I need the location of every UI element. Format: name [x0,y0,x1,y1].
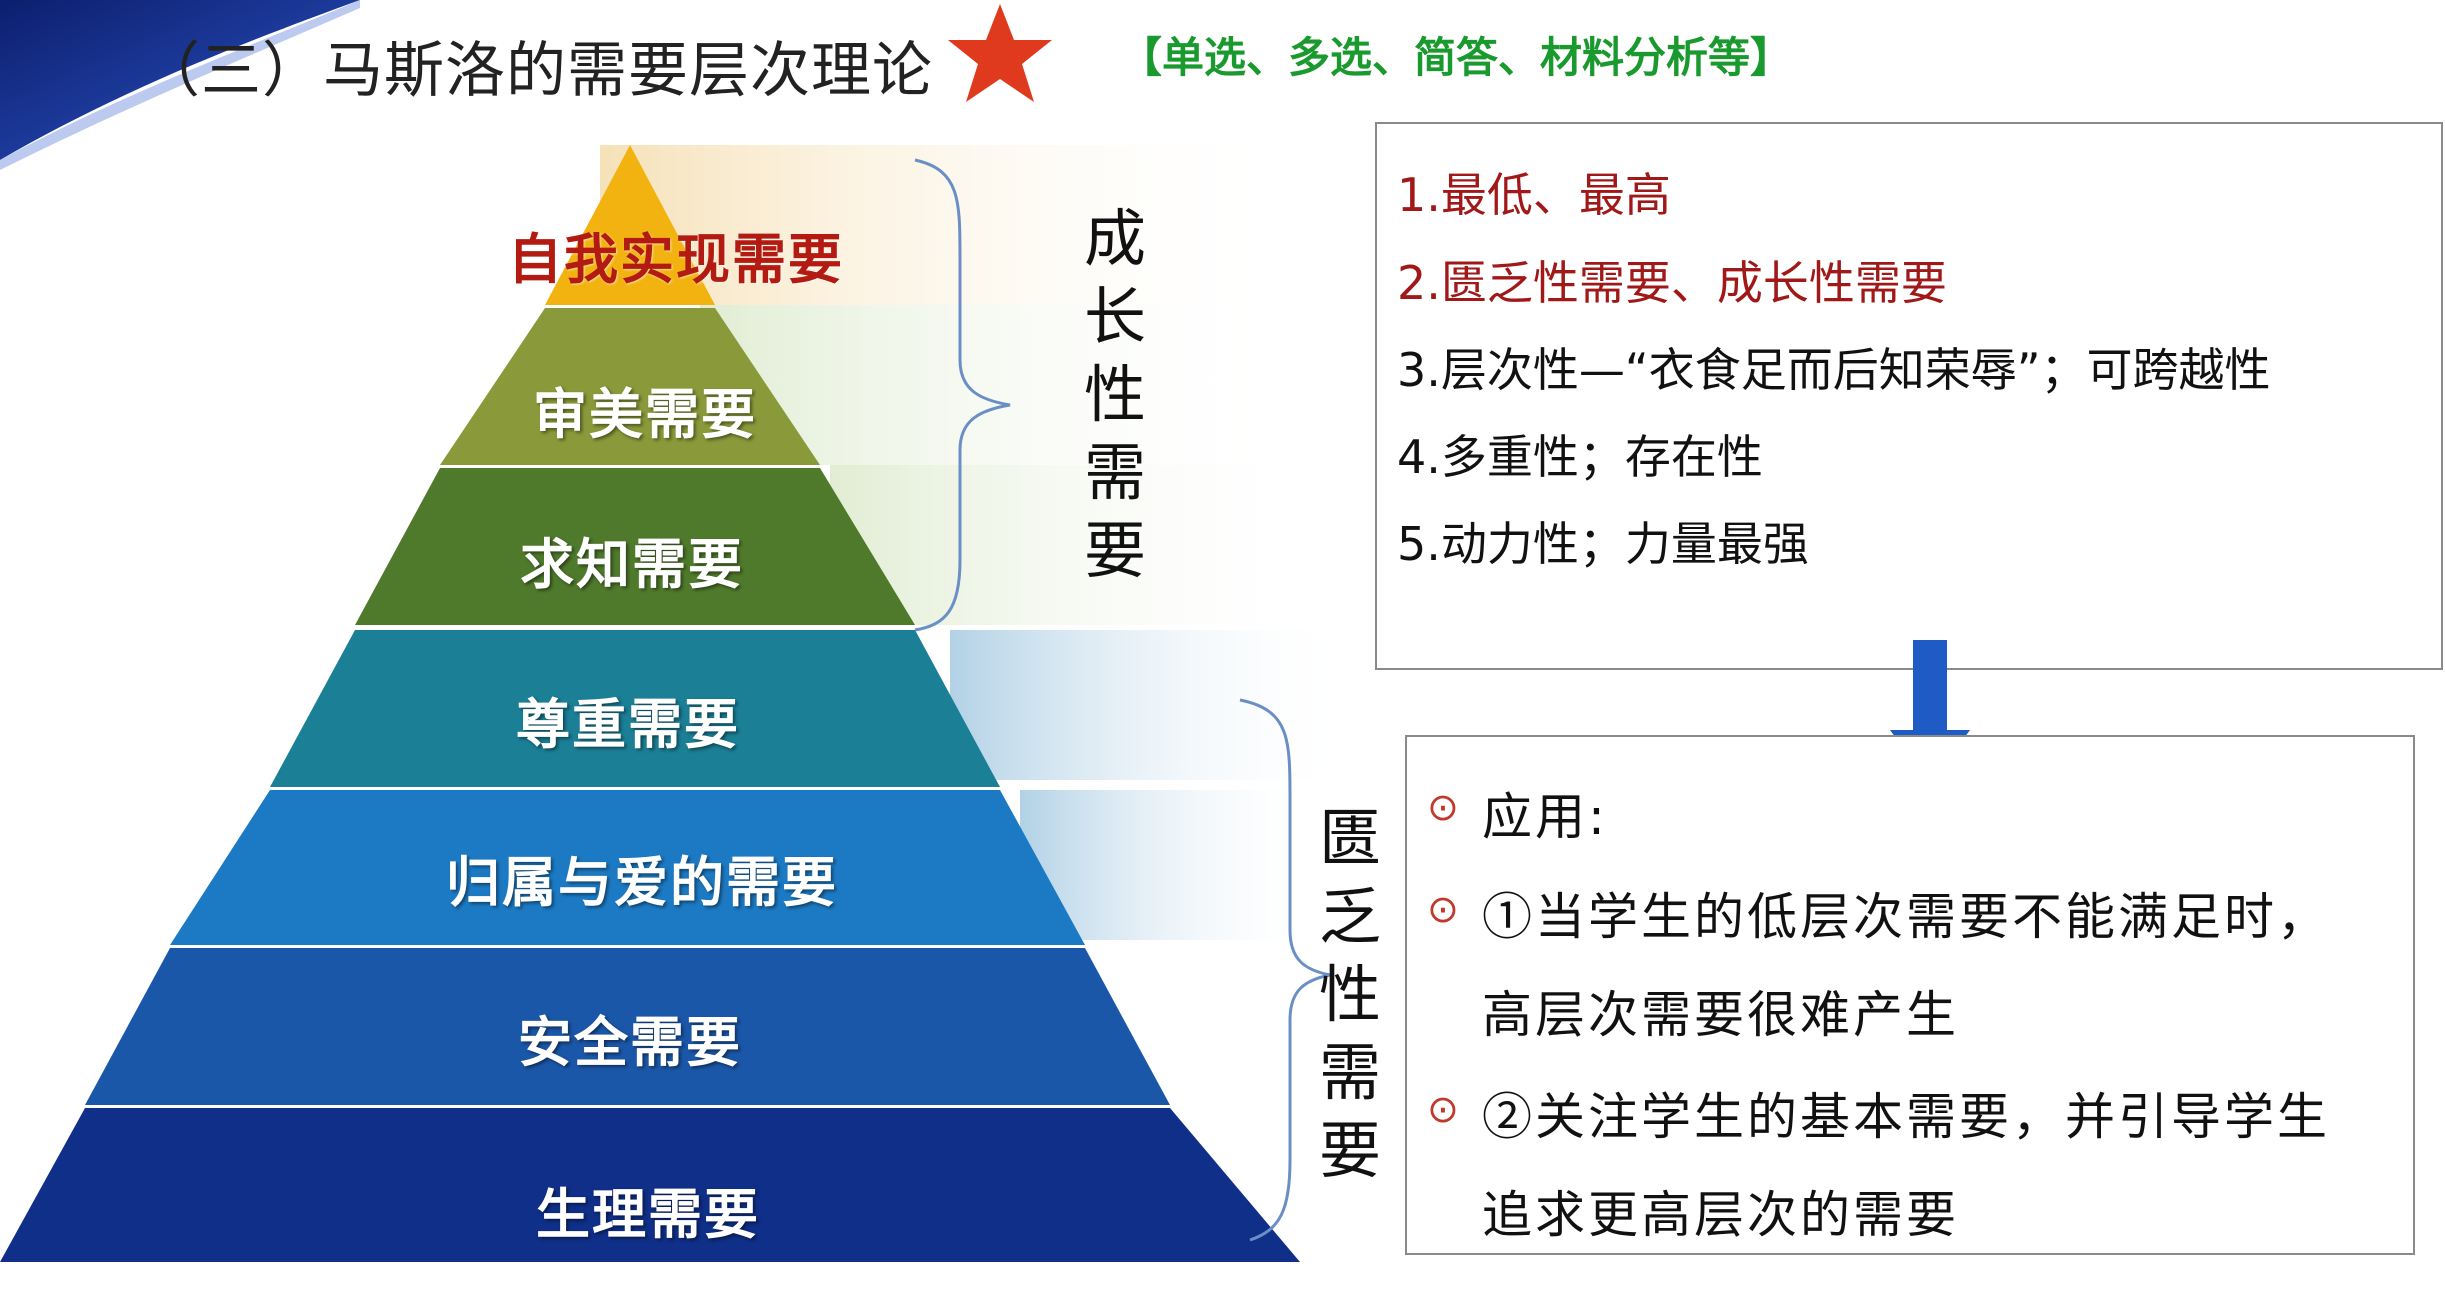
application-line-2: 高层次需要很难产生 [1482,986,1959,1044]
tier-label-aesthetic: 审美需要 [533,383,757,446]
bullet-icon: ⊙ [1427,1087,1459,1131]
tier-aesthetic [440,308,820,465]
star-icon [948,4,1052,102]
point-3: 3.层次性—“衣食足而后知荣辱”；可跨越性 [1397,343,2271,397]
key-points-box: 1.最低、最高 2.匮乏性需要、成长性需要 3.层次性—“衣食足而后知荣辱”；可… [1375,122,2443,670]
needs-pyramid [0,145,1350,1262]
deficiency-needs-label: 匮乏性需要 [1318,802,1381,1187]
tier-label-physiological: 生理需要 [536,1183,760,1246]
deficiency-brace [1239,698,1331,1242]
bullet-icon: ⊙ [1427,785,1459,829]
tier-safety [85,948,1170,1105]
corner-decoration [0,0,360,170]
application-line-4: 追求更高层次的需要 [1482,1186,1959,1244]
point-2: 2.匮乏性需要、成长性需要 [1397,256,1947,310]
tier-physiological [0,1108,1300,1262]
growth-needs-label: 成长性需要 [1083,202,1146,587]
question-types: 【单选、多选、简答、材料分析等】 [1120,33,1793,82]
tier-label-esteem: 尊重需要 [516,693,740,756]
tier-esteem [270,630,1000,787]
point-5: 5.动力性；力量最强 [1397,517,1809,571]
application-line-1: ①当学生的低层次需要不能满足时， [1482,888,2330,946]
tier-label-cognitive: 求知需要 [520,533,744,596]
application-box: ⊙ 应用: ⊙ ①当学生的低层次需要不能满足时， 高层次需要很难产生 ⊙ ②关注… [1405,735,2415,1255]
tier-label-belonging: 归属与爱的需要 [446,851,838,914]
tier-belonging [170,790,1085,945]
bullet-icon: ⊙ [1427,887,1459,931]
point-4: 4.多重性；存在性 [1397,430,1763,484]
page-title: （三）马斯洛的需要层次理论 [140,36,933,106]
application-line-3: ②关注学生的基本需要，并引导学生 [1482,1088,2330,1146]
tier-label-safety: 安全需要 [518,1011,742,1074]
application-heading: 应用: [1482,788,1608,846]
growth-brace [914,158,1011,632]
tier-self-actualization [545,145,715,305]
tier-cognitive [355,468,915,625]
point-1: 1.最低、最高 [1397,168,1671,222]
tier-label-self-actualization: 自我实现需要 [508,228,844,291]
